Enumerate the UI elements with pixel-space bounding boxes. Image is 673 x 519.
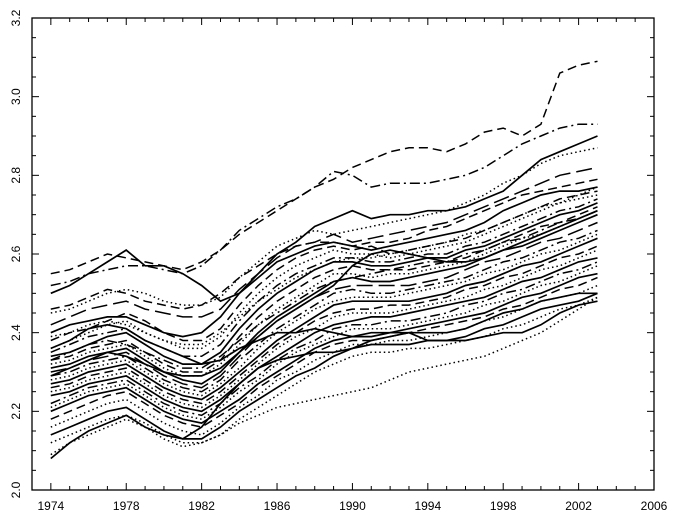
x-tick-label: 2006 — [641, 499, 668, 513]
y-tick-label: 2.8 — [9, 167, 23, 184]
y-tick-label: 2.0 — [9, 481, 23, 498]
series-layer — [50, 60, 598, 460]
x-tick-label: 1990 — [339, 499, 366, 513]
series-line-9 — [50, 198, 598, 358]
x-tick-label: 1986 — [264, 499, 291, 513]
series-line-10 — [50, 202, 598, 365]
series-line-29 — [50, 296, 598, 456]
series-line-11 — [50, 206, 598, 373]
series-line-34 — [50, 186, 598, 346]
series-line-4 — [50, 147, 598, 314]
series-line-30 — [50, 300, 598, 365]
series-line-27 — [50, 296, 598, 444]
x-axis: 1974 1978 1982 1986 1990 1994 1998 2002 2006 — [31, 18, 668, 513]
series-line-6 — [50, 186, 598, 338]
x-tick-label: 1974 — [37, 499, 64, 513]
y-tick-label: 2.2 — [9, 403, 23, 420]
x-tick-label: 1998 — [490, 499, 517, 513]
y-tick-label: 2.6 — [9, 245, 23, 262]
y-tick-label: 3.0 — [9, 88, 23, 105]
series-line-15 — [50, 229, 598, 393]
series-line-25 — [50, 284, 598, 436]
series-line-16 — [50, 233, 598, 397]
series-line-23 — [50, 272, 598, 425]
x-tick-label: 1982 — [188, 499, 215, 513]
series-line-20 — [50, 257, 598, 413]
series-line-18 — [50, 245, 598, 405]
series-line-17 — [50, 237, 598, 401]
x-tick-label: 2002 — [565, 499, 592, 513]
series-line-32 — [50, 209, 598, 377]
series-line-24 — [50, 276, 598, 428]
series-line-2 — [50, 123, 598, 287]
series-line-33 — [50, 210, 598, 369]
series-line-19 — [50, 249, 598, 409]
y-axis: 2.0 2.2 2.4 2.6 2.8 3.0 3.2 — [9, 9, 654, 498]
series-line-26 — [50, 292, 598, 440]
series-line-31 — [50, 178, 598, 310]
x-tick-label: 1994 — [414, 499, 441, 513]
y-tick-label: 2.4 — [9, 324, 23, 341]
y-tick-label: 3.2 — [9, 9, 23, 26]
series-line-7 — [50, 190, 598, 342]
x-tick-label: 1978 — [113, 499, 140, 513]
series-line-21 — [50, 261, 598, 417]
series-line-5 — [50, 166, 598, 326]
series-line-3 — [50, 135, 598, 303]
